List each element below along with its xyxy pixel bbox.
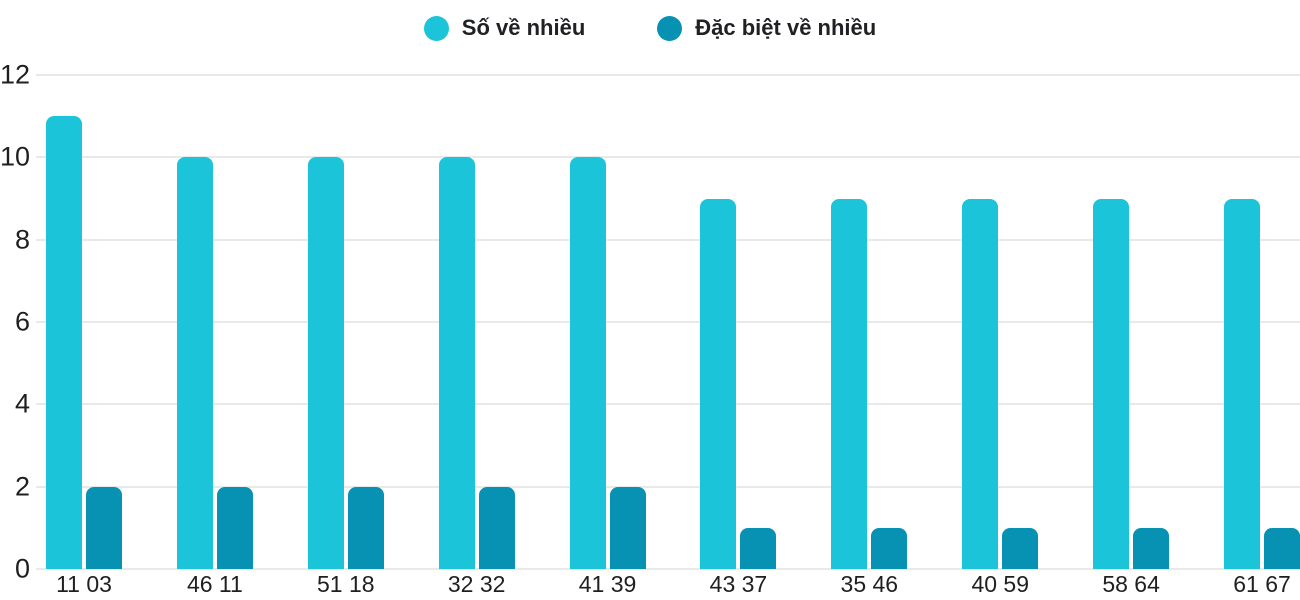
- bar-series-1[interactable]: [46, 116, 82, 569]
- x-axis-label: 46 11: [186, 571, 243, 597]
- bar-series-1[interactable]: [176, 157, 213, 569]
- legend-label: Đặc biệt về nhiều: [695, 15, 877, 40]
- bar-series-2[interactable]: [86, 486, 122, 569]
- bar-series-1[interactable]: [438, 157, 475, 569]
- legend-item[interactable]: Số về nhiều: [423, 15, 586, 41]
- x-axis-label: 40 59: [971, 571, 1029, 597]
- bar-series-2[interactable]: [1264, 527, 1300, 569]
- bar-series-2[interactable]: [478, 486, 515, 569]
- x-axis-label: 41 39: [578, 571, 637, 597]
- bar-series-2[interactable]: [609, 486, 646, 569]
- bar-series-2[interactable]: [1002, 527, 1039, 569]
- gridline: [36, 156, 1300, 159]
- bar-series-2[interactable]: [740, 527, 777, 569]
- bar-series-1[interactable]: [1224, 198, 1260, 569]
- x-axis-label: 51 18: [316, 571, 375, 597]
- gridline: [36, 485, 1300, 488]
- gridline: [36, 238, 1300, 241]
- gridline: [36, 568, 1300, 570]
- bar-series-2[interactable]: [871, 527, 908, 569]
- legend-label: Số về nhiều: [461, 15, 586, 40]
- bar-series-1[interactable]: [569, 157, 606, 569]
- legend-dot-icon: [423, 15, 449, 41]
- bar-series-1[interactable]: [700, 198, 737, 569]
- x-axis-label: 32 32: [447, 571, 506, 597]
- x-axis-label: 61 67: [1233, 571, 1291, 597]
- y-axis-label: 12: [0, 59, 31, 90]
- bar-series-1[interactable]: [307, 157, 344, 569]
- gridline: [36, 321, 1300, 323]
- bar-series-1[interactable]: [1093, 198, 1130, 569]
- y-axis-label: 4: [14, 388, 30, 419]
- y-axis-label: 6: [14, 306, 30, 337]
- bar-series-2[interactable]: [347, 486, 384, 569]
- y-axis-label: 2: [14, 471, 30, 502]
- bar-series-2[interactable]: [216, 486, 253, 569]
- gridline: [36, 403, 1300, 406]
- y-axis-label: 8: [14, 224, 30, 255]
- x-axis-label: 35 46: [840, 571, 899, 597]
- x-axis-label: 11 03: [56, 571, 112, 597]
- x-axis-label: 43 37: [709, 571, 768, 597]
- bar-series-2[interactable]: [1133, 527, 1170, 569]
- x-axis-label: 58 64: [1102, 571, 1160, 597]
- legend-dot-icon: [657, 15, 683, 41]
- y-axis-label: 0: [14, 553, 30, 584]
- y-axis-label: 10: [0, 141, 31, 172]
- bar-series-1[interactable]: [962, 198, 999, 569]
- legend-item[interactable]: Đặc biệt về nhiều: [657, 15, 876, 41]
- gridline: [36, 74, 1300, 76]
- legend: Số về nhiều Đặc biệt về nhiều: [0, 14, 1300, 42]
- bar-series-1[interactable]: [831, 198, 868, 569]
